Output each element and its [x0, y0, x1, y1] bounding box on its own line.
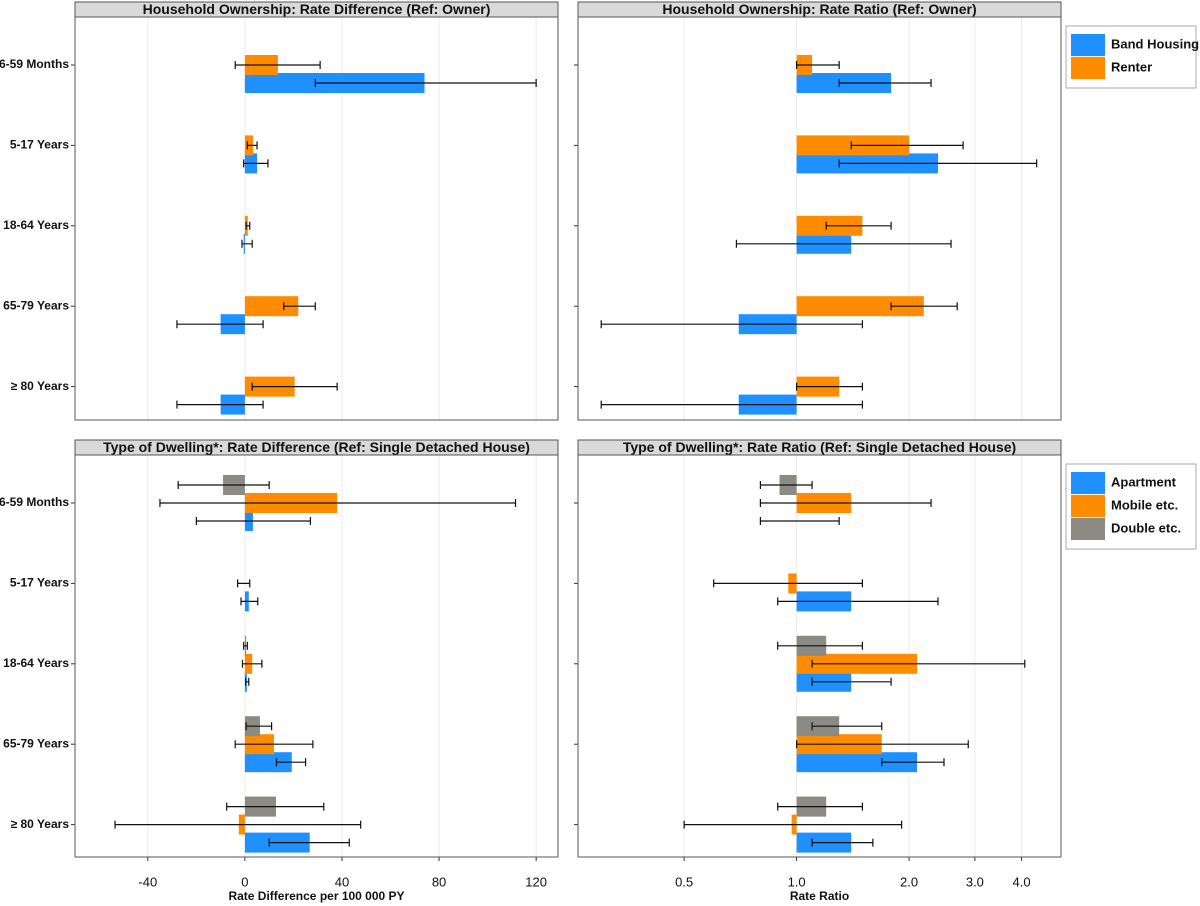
error-bar [811, 677, 892, 686]
y-tick-label: ≥ 80 Years [11, 379, 70, 393]
x-tick-label: -40 [138, 874, 157, 889]
error-bar [777, 802, 864, 811]
error-bar [159, 499, 517, 507]
error-bar [759, 517, 840, 525]
legend-swatch [1071, 472, 1105, 494]
bar [244, 296, 299, 317]
error-bar [811, 838, 874, 847]
error-bar [811, 722, 883, 731]
error-bar [114, 820, 362, 829]
error-bar [176, 320, 264, 329]
error-bar [838, 79, 932, 87]
x-axis-label: Rate Difference per 100 000 PY [228, 889, 404, 903]
x-tick-label: 80 [432, 874, 446, 889]
y-tick-label: 18-64 Years [3, 656, 69, 670]
error-bar [237, 579, 251, 588]
error-bar [246, 141, 258, 150]
error-bar [234, 740, 314, 749]
legend-swatch [1071, 495, 1105, 517]
error-bar [735, 239, 952, 248]
legend-label: Mobile etc. [1111, 497, 1178, 512]
error-bar [890, 302, 958, 311]
y-tick-label: 65-79 Years [3, 298, 69, 312]
error-bar [241, 659, 263, 668]
error-bar [713, 579, 864, 588]
error-bar [314, 79, 537, 87]
error-bar [240, 597, 259, 606]
legend-label: Double etc. [1111, 520, 1181, 535]
y-tick-label: 65-79 Years [3, 736, 69, 750]
error-bar [850, 141, 964, 150]
panel-background [75, 455, 558, 857]
error-bar [796, 61, 840, 69]
error-bar [759, 499, 932, 507]
bar [796, 296, 924, 317]
x-tick-label: 1.0 [788, 874, 806, 889]
x-tick-label: 4.0 [1013, 874, 1031, 889]
error-bar [811, 659, 1026, 668]
x-axis-label: Rate Ratio [790, 889, 849, 903]
x-tick-label: 3.0 [966, 874, 984, 889]
bar [796, 752, 918, 773]
x-tick-label: 2.0 [900, 874, 918, 889]
error-bar [195, 517, 312, 525]
error-bar [283, 302, 316, 311]
y-tick-label: 18-64 Years [3, 218, 69, 232]
panel-border [577, 454, 1062, 858]
panel-title: Type of Dwelling*: Rate Ratio (Ref: Sing… [623, 439, 1016, 455]
error-bar [245, 677, 250, 686]
error-bar [777, 641, 864, 650]
x-tick-label: 0 [241, 874, 248, 889]
panel-border [74, 16, 559, 421]
error-bar [777, 597, 939, 606]
panel-title: Household Ownership: Rate Difference (Re… [143, 1, 491, 17]
error-bar [683, 820, 903, 829]
legend-label: Renter [1111, 59, 1152, 74]
y-tick-label: 5-17 Years [10, 576, 69, 590]
error-bar [176, 400, 264, 409]
y-tick-label: 6-59 Months [0, 495, 69, 509]
error-bar [241, 239, 253, 248]
error-bar [245, 722, 273, 731]
error-bar [243, 641, 248, 650]
error-bar [796, 740, 969, 749]
y-tick-label: 6-59 Months [0, 57, 69, 71]
error-bar [796, 382, 864, 391]
legend-swatch [1071, 518, 1105, 540]
error-bar [838, 159, 1038, 168]
error-bar [251, 382, 338, 391]
error-bar [177, 481, 270, 489]
panel-border [577, 16, 1062, 421]
panel-title: Household Ownership: Rate Ratio (Ref: Ow… [662, 1, 976, 17]
legend-swatch [1071, 57, 1105, 79]
error-bar [268, 838, 350, 847]
bar [244, 752, 292, 773]
error-bar [234, 61, 321, 69]
error-bar [759, 481, 813, 489]
error-bar [226, 802, 325, 811]
legend-label: Apartment [1111, 474, 1177, 489]
y-tick-label: 5-17 Years [10, 138, 69, 152]
error-bar [881, 758, 945, 767]
panel-title: Type of Dwelling*: Rate Difference (Ref:… [103, 439, 530, 455]
error-bar [243, 159, 269, 168]
error-bar [600, 400, 864, 409]
error-bar [825, 221, 892, 230]
legend-label: Band Housing [1111, 36, 1199, 51]
y-tick-label: ≥ 80 Years [11, 817, 70, 831]
x-tick-label: 120 [525, 874, 547, 889]
x-tick-label: 0.5 [675, 874, 693, 889]
panel-border [74, 454, 559, 858]
error-bar [245, 221, 251, 230]
error-bar [600, 320, 864, 329]
error-bar [275, 758, 307, 767]
x-tick-label: 40 [335, 874, 349, 889]
legend-swatch [1071, 34, 1105, 56]
